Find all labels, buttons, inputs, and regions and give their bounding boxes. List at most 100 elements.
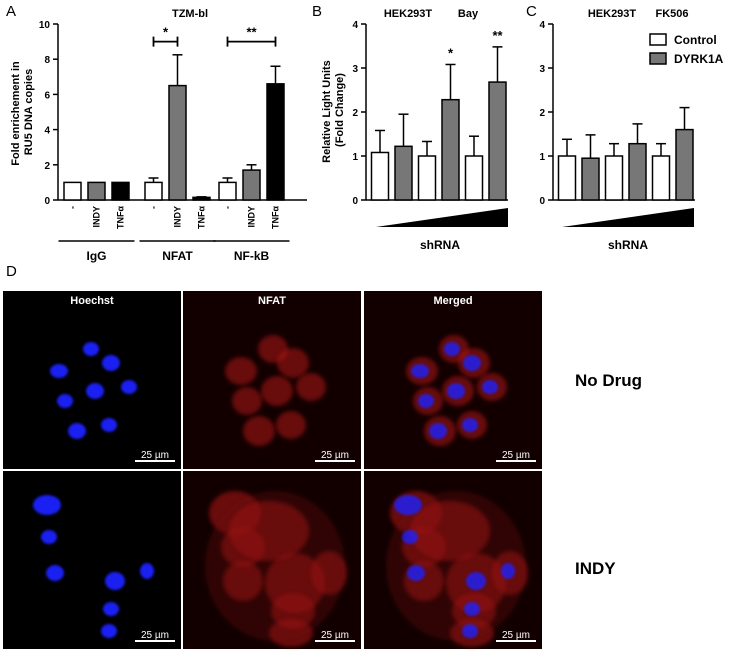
micrograph-merged-no-drug: Merged 25 µm: [364, 291, 542, 469]
hoechst-nucleus: [86, 383, 104, 399]
chart-a-y-tick-label: 6: [44, 90, 50, 101]
row-label-no-drug: No Drug: [575, 371, 642, 390]
hoechst-nucleus: [50, 364, 68, 378]
micrograph-nfat-indy: 25 µm: [183, 471, 361, 649]
hoechst-nucleus: [105, 572, 125, 590]
chart-a-bars: [63, 54, 285, 201]
chart-b: HEK293T Bay Relative Light Units (Fold C…: [321, 8, 508, 252]
chart-a-y-tick-label: 8: [44, 55, 50, 66]
chart-a-category-label: -: [149, 206, 159, 209]
micrograph-grid: Hoechst 25 µm NFAT 25 µm Merged 25 µm 25 µm 25 …: [3, 291, 542, 649]
chart-c-bar: [651, 155, 671, 201]
hoechst-nucleus: [402, 530, 418, 544]
micrograph-column-title: NFAT: [258, 295, 286, 307]
chart-a-y-label: Fold enrichement in RU5 DNA copies: [10, 58, 35, 166]
chart-b-x-label: shRNA: [420, 238, 460, 252]
chart-a-category-label: TNFα: [271, 206, 281, 229]
hoechst-nucleus: [466, 572, 486, 590]
panel-letter-c: C: [526, 3, 537, 20]
chart-a-group-label: NFAT: [162, 249, 193, 263]
hoechst-nucleus: [102, 355, 120, 371]
hoechst-nucleus: [103, 602, 119, 616]
hoechst-nucleus: [501, 563, 515, 579]
chart-c-bars: [557, 106, 694, 201]
chart-b-bar: [488, 81, 507, 201]
chart-a-category-label: -: [223, 206, 233, 209]
chart-a-significance: * **: [152, 25, 277, 47]
micrograph-column-title: Hoechst: [70, 295, 114, 307]
chart-a: TZM-bl Fold enrichement in RU5 DNA copie…: [10, 8, 307, 263]
chart-c-y-tick-label: 4: [539, 20, 545, 31]
scale-bar-label: 25 µm: [141, 450, 169, 461]
chart-a-bar: [87, 181, 106, 201]
scale-bar-label: 25 µm: [321, 630, 349, 641]
nfat-cytoplasm-blob: [296, 373, 326, 401]
nfat-cytoplasm-blob: [276, 411, 306, 439]
panel-letter-a: A: [6, 3, 16, 20]
chart-c-axes: 0 1 2 3 4: [539, 20, 695, 207]
chart-b-sig-label: **: [492, 28, 503, 43]
nfat-cytoplasm-blob: [277, 348, 309, 378]
micrograph-column-title: Merged: [433, 295, 472, 307]
nfat-cytoplasm-blob: [261, 376, 293, 406]
chart-c-bar: [557, 155, 577, 201]
chart-a-categories: - INDY TNFα - INDY TNFα - INDY TNFα: [68, 206, 281, 229]
panel-letter-d: D: [6, 263, 17, 280]
chart-c-bar: [604, 155, 624, 201]
chart-b-bar: [417, 155, 437, 201]
chart-a-y-label-line1: Fold enrichement in: [10, 61, 22, 166]
chart-b-y-tick-label: 4: [352, 20, 358, 31]
hoechst-nucleus: [46, 565, 64, 581]
hoechst-nucleus: [394, 495, 422, 515]
chart-a-group-label: NF-kB: [234, 249, 270, 263]
chart-c-x-label: shRNA: [608, 238, 648, 252]
chart-a-bar: [218, 181, 237, 201]
chart-b-sig-label: *: [448, 45, 454, 60]
chart-b-shrna-gradient-wedge: [376, 208, 508, 227]
scale-bar-label: 25 µm: [502, 630, 530, 641]
micrograph-nfat-no-drug: NFAT 25 µm: [183, 291, 361, 469]
hoechst-nucleus: [418, 394, 434, 408]
hoechst-nucleus: [411, 364, 429, 378]
chart-b-y-tick-label: 2: [352, 108, 358, 119]
chart-a-category-label: TNFα: [197, 206, 207, 229]
chart-a-category-label: INDY: [173, 206, 183, 228]
micrograph-merged-indy: 25 µm: [364, 471, 542, 649]
chart-b-bar: [441, 98, 460, 201]
hoechst-nucleus: [447, 383, 465, 399]
chart-a-y-tick-label: 10: [39, 20, 51, 31]
hoechst-nucleus: [463, 355, 481, 371]
chart-b-y-tick-label: 0: [352, 196, 358, 207]
chart-a-category-label: INDY: [247, 206, 257, 228]
chart-a-sig-label: **: [246, 25, 257, 40]
chart-b-y-tick-label: 1: [352, 152, 358, 163]
nfat-cytoplasm-blob: [232, 387, 262, 415]
hoechst-nucleus: [33, 495, 61, 515]
scale-bar-label: 25 µm: [502, 450, 530, 461]
chart-b-y-label-line1: Relative Light Units: [321, 60, 333, 163]
legend-swatch-control: [649, 33, 667, 46]
micrograph-background: [3, 291, 181, 469]
scale-bar-label: 25 µm: [141, 630, 169, 641]
scale-bar-label: 25 µm: [321, 450, 349, 461]
chart-c-legend: Control DYRK1A: [649, 33, 724, 66]
hoechst-nucleus: [407, 565, 425, 581]
chart-a-y-tick-label: 2: [44, 161, 50, 172]
chart-c-bar: [628, 142, 647, 201]
hoechst-nucleus: [140, 563, 154, 579]
chart-a-sig-label: *: [163, 25, 169, 40]
hoechst-nucleus: [429, 423, 447, 439]
hoechst-nucleus: [462, 624, 478, 638]
chart-c-y-tick-label: 0: [539, 196, 545, 207]
hoechst-nucleus: [68, 423, 86, 439]
hoechst-nucleus: [101, 418, 117, 432]
hoechst-nucleus: [57, 394, 73, 408]
chart-b-bar: [394, 145, 413, 201]
chart-a-bar: [266, 83, 285, 201]
chart-b-y-label-line2: (Fold Change): [334, 73, 346, 147]
chart-b-axes: 0 1 2 3 4: [352, 20, 508, 207]
chart-b-title-left: HEK293T: [384, 8, 433, 20]
chart-b-y-label: Relative Light Units (Fold Change): [321, 57, 346, 163]
panel-letter-b: B: [312, 3, 322, 20]
